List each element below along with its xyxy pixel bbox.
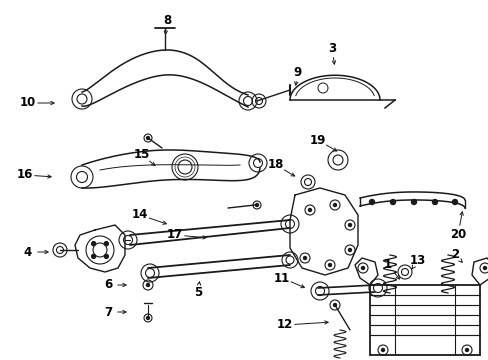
Circle shape — [146, 284, 149, 287]
Circle shape — [91, 242, 96, 246]
Text: 7: 7 — [104, 306, 112, 319]
Text: 12: 12 — [276, 319, 292, 332]
Text: 17: 17 — [166, 229, 183, 242]
Circle shape — [381, 348, 384, 351]
Text: 20: 20 — [449, 229, 465, 242]
Circle shape — [333, 303, 336, 306]
Text: 14: 14 — [132, 208, 148, 221]
Circle shape — [303, 256, 306, 260]
Text: 5: 5 — [193, 287, 202, 300]
Circle shape — [431, 199, 437, 204]
Circle shape — [390, 199, 395, 204]
Text: 15: 15 — [134, 148, 150, 162]
Text: 4: 4 — [24, 246, 32, 258]
Text: 13: 13 — [409, 253, 425, 266]
Text: 16: 16 — [17, 168, 33, 181]
Circle shape — [411, 199, 416, 204]
Circle shape — [348, 248, 351, 252]
Text: 9: 9 — [293, 66, 302, 78]
Text: 10: 10 — [20, 96, 36, 109]
Text: 18: 18 — [267, 158, 284, 171]
Text: 19: 19 — [309, 134, 325, 147]
Circle shape — [483, 266, 486, 270]
Circle shape — [369, 199, 374, 204]
Text: 6: 6 — [103, 279, 112, 292]
Circle shape — [255, 203, 258, 207]
Text: 1: 1 — [383, 258, 391, 271]
Circle shape — [146, 136, 149, 139]
Circle shape — [91, 255, 96, 258]
Circle shape — [451, 199, 457, 204]
Circle shape — [104, 255, 108, 258]
Circle shape — [465, 348, 468, 351]
Circle shape — [308, 208, 311, 211]
Circle shape — [146, 316, 149, 320]
Text: 8: 8 — [163, 13, 171, 27]
Circle shape — [361, 266, 364, 270]
Text: 11: 11 — [273, 271, 289, 284]
Circle shape — [333, 203, 336, 207]
Text: 2: 2 — [450, 248, 458, 261]
Circle shape — [104, 242, 108, 246]
Text: 3: 3 — [327, 41, 335, 54]
Circle shape — [328, 264, 331, 266]
Circle shape — [348, 224, 351, 226]
